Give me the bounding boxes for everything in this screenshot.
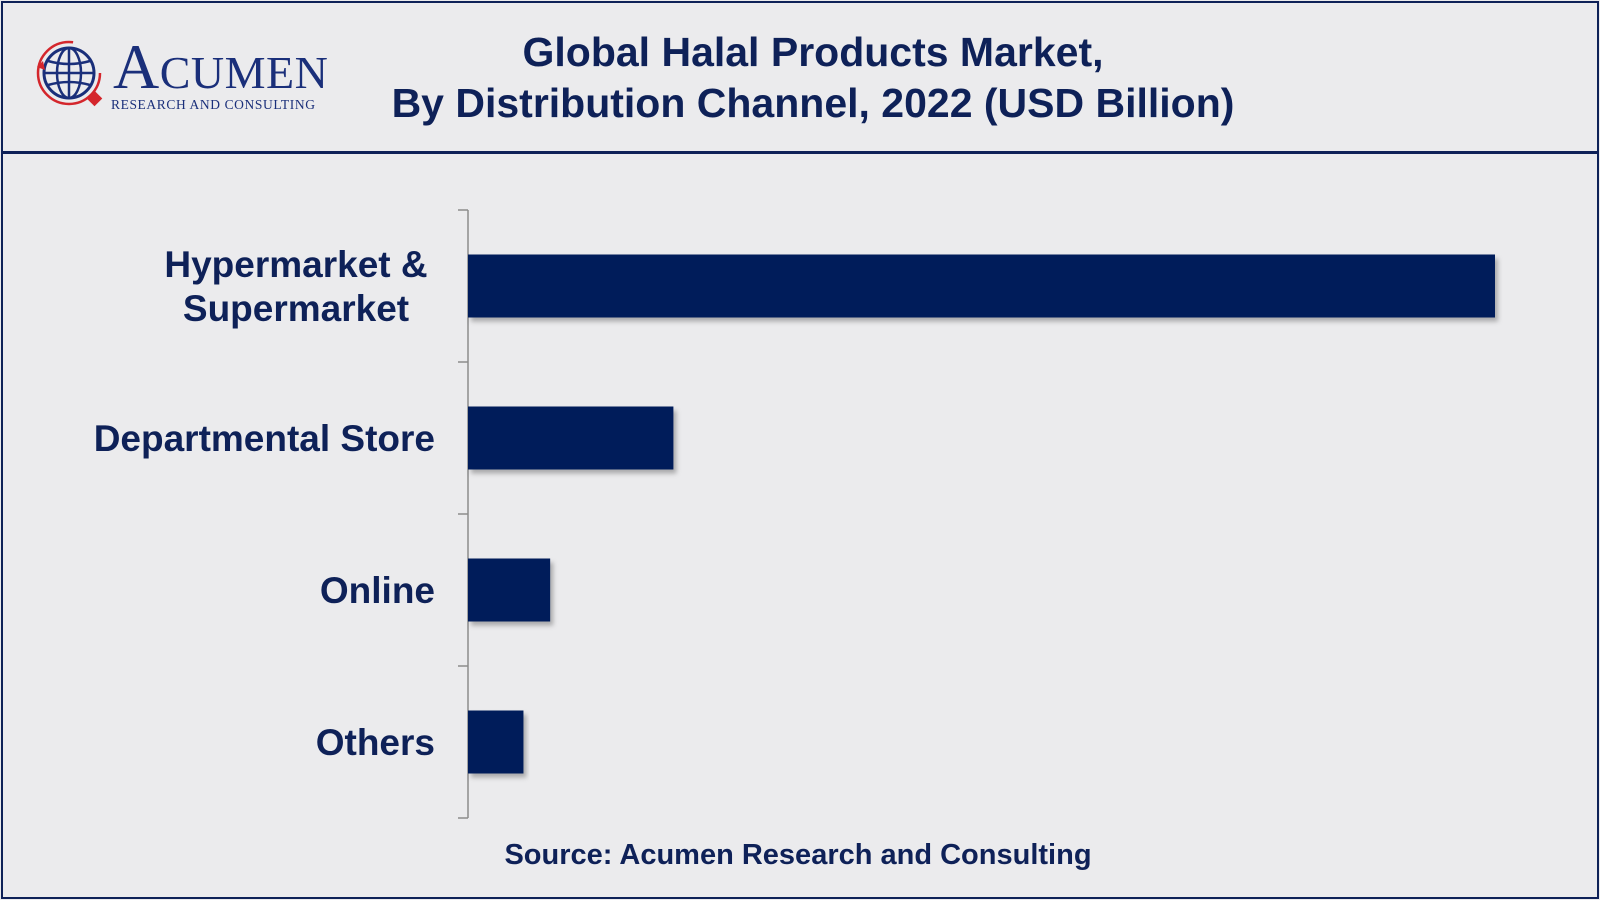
bar-2 [468, 406, 674, 470]
bar-4 [468, 710, 524, 774]
globe-logo-icon [36, 40, 103, 107]
bar-chart: Hypermarket &Supermarket Departmental Sto… [94, 209, 1495, 819]
acumen-logo: ACUMEN RESEARCH AND CONSULTING [33, 31, 343, 117]
chart-title: Global Halal Products Market, By Distrib… [343, 27, 1283, 129]
category-label-4: Others [316, 722, 435, 763]
category-label-1-line-1: Hypermarket & [164, 244, 427, 285]
logo-wordmark: ACUMEN [113, 31, 329, 102]
chart-title-line-2: By Distribution Channel, 2022 (USD Billi… [391, 80, 1235, 126]
source-note: Source: Acumen Research and Consulting [504, 839, 1092, 871]
bar-3 [468, 558, 551, 622]
header: ACUMEN RESEARCH AND CONSULTING Global Ha… [3, 3, 1597, 154]
category-label-3: Online [320, 570, 435, 611]
category-label-2: Departmental Store [94, 418, 435, 459]
logo-subtitle: RESEARCH AND CONSULTING [111, 97, 316, 112]
category-label-1-line-2: Supermarket [183, 288, 409, 329]
chart-title-line-1: Global Halal Products Market, [522, 29, 1104, 75]
bar-1 [468, 254, 1495, 318]
